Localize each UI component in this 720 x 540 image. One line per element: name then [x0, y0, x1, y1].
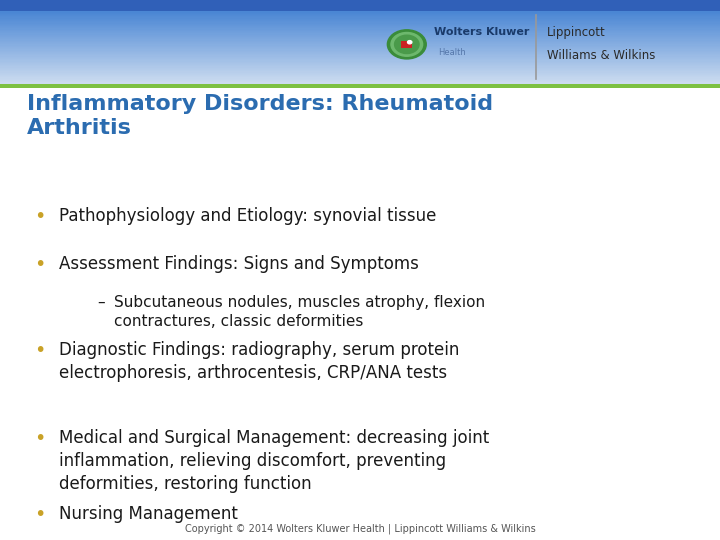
- FancyBboxPatch shape: [0, 43, 720, 45]
- FancyBboxPatch shape: [0, 51, 720, 52]
- FancyBboxPatch shape: [0, 70, 720, 72]
- FancyBboxPatch shape: [0, 59, 720, 61]
- FancyBboxPatch shape: [0, 33, 720, 35]
- Text: Assessment Findings: Signs and Symptoms: Assessment Findings: Signs and Symptoms: [59, 255, 419, 273]
- FancyBboxPatch shape: [0, 63, 720, 64]
- FancyBboxPatch shape: [0, 64, 720, 66]
- FancyBboxPatch shape: [0, 32, 720, 34]
- FancyBboxPatch shape: [0, 29, 720, 30]
- Circle shape: [408, 40, 412, 44]
- FancyBboxPatch shape: [0, 57, 720, 58]
- Text: Diagnostic Findings: radiography, serum protein
electrophoresis, arthrocentesis,: Diagnostic Findings: radiography, serum …: [59, 341, 459, 382]
- FancyBboxPatch shape: [0, 66, 720, 68]
- Text: •: •: [34, 255, 45, 274]
- Circle shape: [395, 35, 419, 53]
- FancyBboxPatch shape: [0, 76, 720, 78]
- FancyBboxPatch shape: [0, 21, 720, 23]
- FancyBboxPatch shape: [0, 82, 720, 84]
- FancyBboxPatch shape: [0, 15, 720, 17]
- FancyBboxPatch shape: [0, 24, 720, 25]
- FancyBboxPatch shape: [0, 54, 720, 56]
- FancyBboxPatch shape: [0, 38, 720, 40]
- Text: Medical and Surgical Management: decreasing joint
inflammation, relieving discom: Medical and Surgical Management: decreas…: [59, 429, 490, 493]
- FancyBboxPatch shape: [0, 48, 720, 50]
- Text: •: •: [34, 429, 45, 448]
- FancyBboxPatch shape: [0, 39, 720, 41]
- FancyBboxPatch shape: [0, 26, 720, 28]
- FancyBboxPatch shape: [0, 80, 720, 82]
- FancyBboxPatch shape: [0, 12, 720, 15]
- Text: Williams & Wilkins: Williams & Wilkins: [547, 49, 656, 62]
- FancyBboxPatch shape: [0, 31, 720, 33]
- Text: Subcutaneous nodules, muscles atrophy, flexion
contractures, classic deformities: Subcutaneous nodules, muscles atrophy, f…: [114, 295, 485, 329]
- FancyBboxPatch shape: [0, 62, 720, 63]
- FancyBboxPatch shape: [0, 47, 720, 49]
- Text: •: •: [34, 207, 45, 226]
- Text: •: •: [34, 505, 45, 524]
- Circle shape: [387, 30, 426, 59]
- FancyBboxPatch shape: [0, 35, 720, 36]
- FancyBboxPatch shape: [0, 69, 720, 71]
- FancyBboxPatch shape: [0, 0, 720, 12]
- Text: Copyright © 2014 Wolters Kluwer Health | Lippincott Williams & Wilkins: Copyright © 2014 Wolters Kluwer Health |…: [184, 523, 536, 534]
- Text: Health: Health: [438, 49, 466, 57]
- FancyBboxPatch shape: [0, 74, 720, 76]
- FancyBboxPatch shape: [0, 81, 720, 83]
- FancyBboxPatch shape: [0, 11, 720, 13]
- FancyBboxPatch shape: [0, 52, 720, 53]
- FancyBboxPatch shape: [0, 42, 720, 44]
- Text: Pathophysiology and Etiology: synovial tissue: Pathophysiology and Etiology: synovial t…: [59, 207, 436, 225]
- FancyBboxPatch shape: [0, 30, 720, 31]
- Text: Inflammatory Disorders: Rheumatoid
Arthritis: Inflammatory Disorders: Rheumatoid Arthr…: [27, 94, 493, 138]
- FancyBboxPatch shape: [401, 40, 412, 48]
- Circle shape: [391, 32, 423, 56]
- FancyBboxPatch shape: [0, 49, 720, 51]
- FancyBboxPatch shape: [0, 17, 720, 19]
- FancyBboxPatch shape: [0, 22, 720, 24]
- FancyBboxPatch shape: [0, 65, 720, 67]
- FancyBboxPatch shape: [0, 75, 720, 77]
- FancyBboxPatch shape: [0, 19, 720, 21]
- FancyBboxPatch shape: [0, 68, 720, 70]
- FancyBboxPatch shape: [0, 84, 720, 88]
- FancyBboxPatch shape: [0, 45, 720, 48]
- Text: Nursing Management: Nursing Management: [59, 505, 238, 523]
- FancyBboxPatch shape: [0, 14, 720, 16]
- FancyBboxPatch shape: [0, 53, 720, 55]
- Text: –: –: [97, 295, 104, 310]
- FancyBboxPatch shape: [0, 60, 720, 62]
- Text: •: •: [34, 341, 45, 360]
- FancyBboxPatch shape: [0, 84, 720, 85]
- Text: Lippincott: Lippincott: [547, 26, 606, 39]
- FancyBboxPatch shape: [0, 79, 720, 80]
- FancyBboxPatch shape: [0, 77, 720, 79]
- FancyBboxPatch shape: [0, 37, 720, 39]
- FancyBboxPatch shape: [0, 36, 720, 38]
- FancyBboxPatch shape: [0, 20, 720, 22]
- FancyBboxPatch shape: [0, 16, 720, 18]
- FancyBboxPatch shape: [0, 58, 720, 59]
- FancyBboxPatch shape: [0, 44, 720, 46]
- Text: Wolters Kluwer: Wolters Kluwer: [434, 28, 529, 37]
- FancyBboxPatch shape: [0, 40, 720, 43]
- FancyBboxPatch shape: [0, 56, 720, 57]
- FancyBboxPatch shape: [0, 27, 720, 29]
- FancyBboxPatch shape: [0, 72, 720, 75]
- FancyBboxPatch shape: [0, 25, 720, 26]
- FancyBboxPatch shape: [0, 71, 720, 73]
